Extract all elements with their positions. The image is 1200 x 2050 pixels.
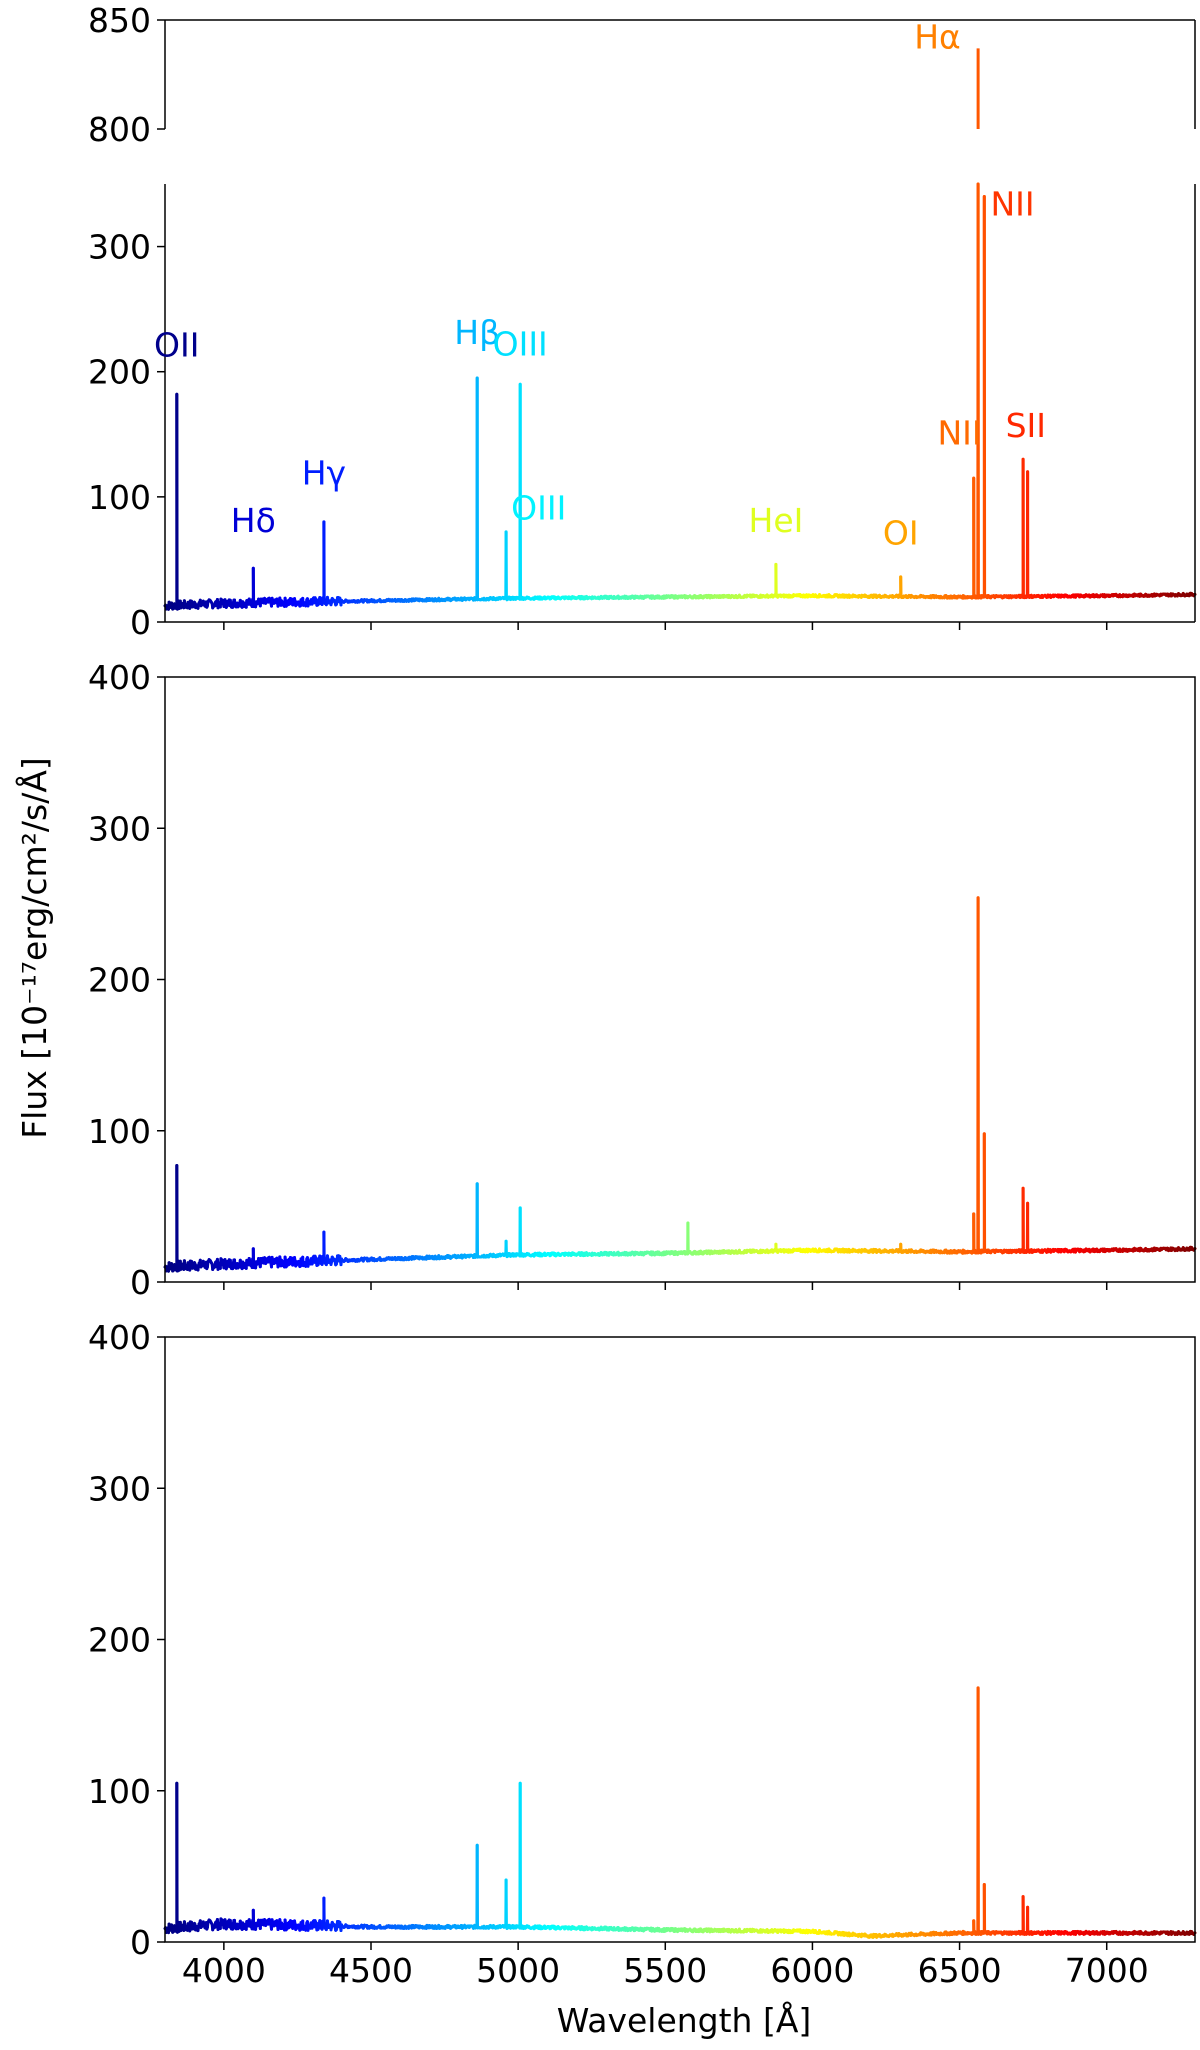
y-tick-label: 850	[88, 1, 151, 40]
line-label: OII	[154, 326, 199, 365]
panel-2: 0 100 200 300 400	[88, 658, 1197, 1302]
line-label: Hβ	[454, 313, 500, 352]
y-tick-label: 100	[88, 478, 151, 517]
y-tick-label: 800	[88, 110, 151, 149]
line-label: Hγ	[302, 453, 346, 492]
line-label: SII	[1006, 406, 1046, 445]
line-label: NII	[990, 184, 1034, 223]
y-tick-label: 200	[88, 353, 151, 392]
line-label: OIII	[493, 324, 548, 363]
line-label: OI	[883, 513, 919, 552]
line-label: NII	[937, 413, 981, 452]
y-tick-label: 100	[88, 1112, 151, 1151]
y-tick-label: 300	[88, 228, 151, 267]
panel-1-upper: 800 850	[88, 1, 1196, 149]
y-tick-label: 200	[88, 961, 151, 1000]
line-label: OIII	[511, 488, 566, 527]
y-tick-label: 400	[88, 658, 151, 697]
axes-frame-2	[164, 676, 1196, 1283]
y-tick-label: 0	[130, 1263, 151, 1302]
y-tick-label: 0	[130, 603, 151, 642]
line-label: Hα	[914, 17, 961, 56]
line-label: Hδ	[231, 501, 276, 540]
line-label: HeI	[749, 501, 804, 540]
y-tick-label: 300	[88, 809, 151, 848]
